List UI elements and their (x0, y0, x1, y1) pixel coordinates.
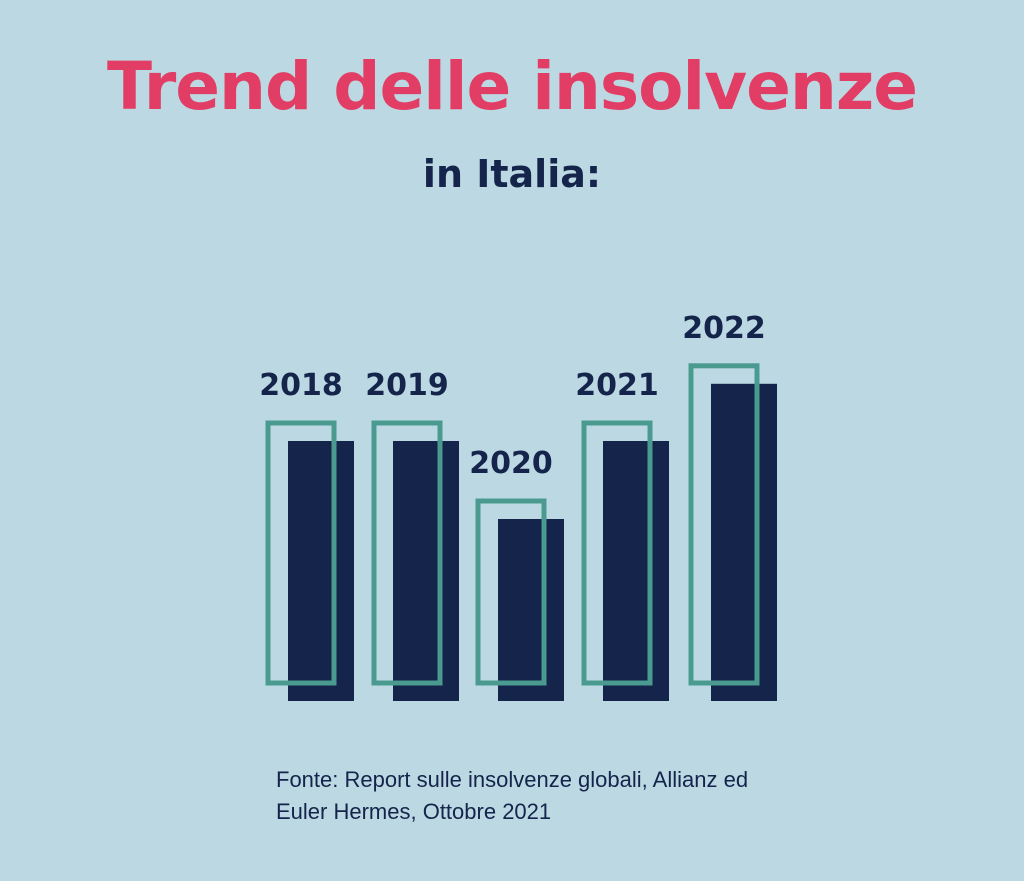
bar-label-2021: 2021 (575, 368, 659, 403)
source-line-1: Fonte: Report sulle insolvenze globali, … (276, 767, 749, 792)
bar-fill-2020 (498, 519, 564, 701)
bar-fill-2018 (288, 441, 354, 701)
bar-fill-2021 (603, 441, 669, 701)
bar-fill-2019 (393, 441, 459, 701)
bar-fill-2022 (711, 383, 777, 701)
source-line-2: Euler Hermes, Ottobre 2021 (276, 799, 552, 824)
bar-outline-2020 (475, 498, 547, 686)
bar-label-2018: 2018 (259, 368, 343, 403)
bar-outline-2019 (371, 420, 443, 686)
bar-label-2020: 2020 (469, 446, 553, 481)
bar-outline-2022 (688, 363, 760, 686)
bar-outline-2018 (265, 420, 337, 686)
bar-label-2022: 2022 (682, 311, 766, 346)
bar-outline-2021 (581, 420, 653, 686)
source-note: Fonte: Report sulle insolvenze globali, … (276, 764, 748, 828)
bar-label-2019: 2019 (365, 368, 449, 403)
chart-title: Trend delle insolvenze (106, 48, 918, 125)
chart-subtitle: in Italia: (422, 152, 602, 196)
